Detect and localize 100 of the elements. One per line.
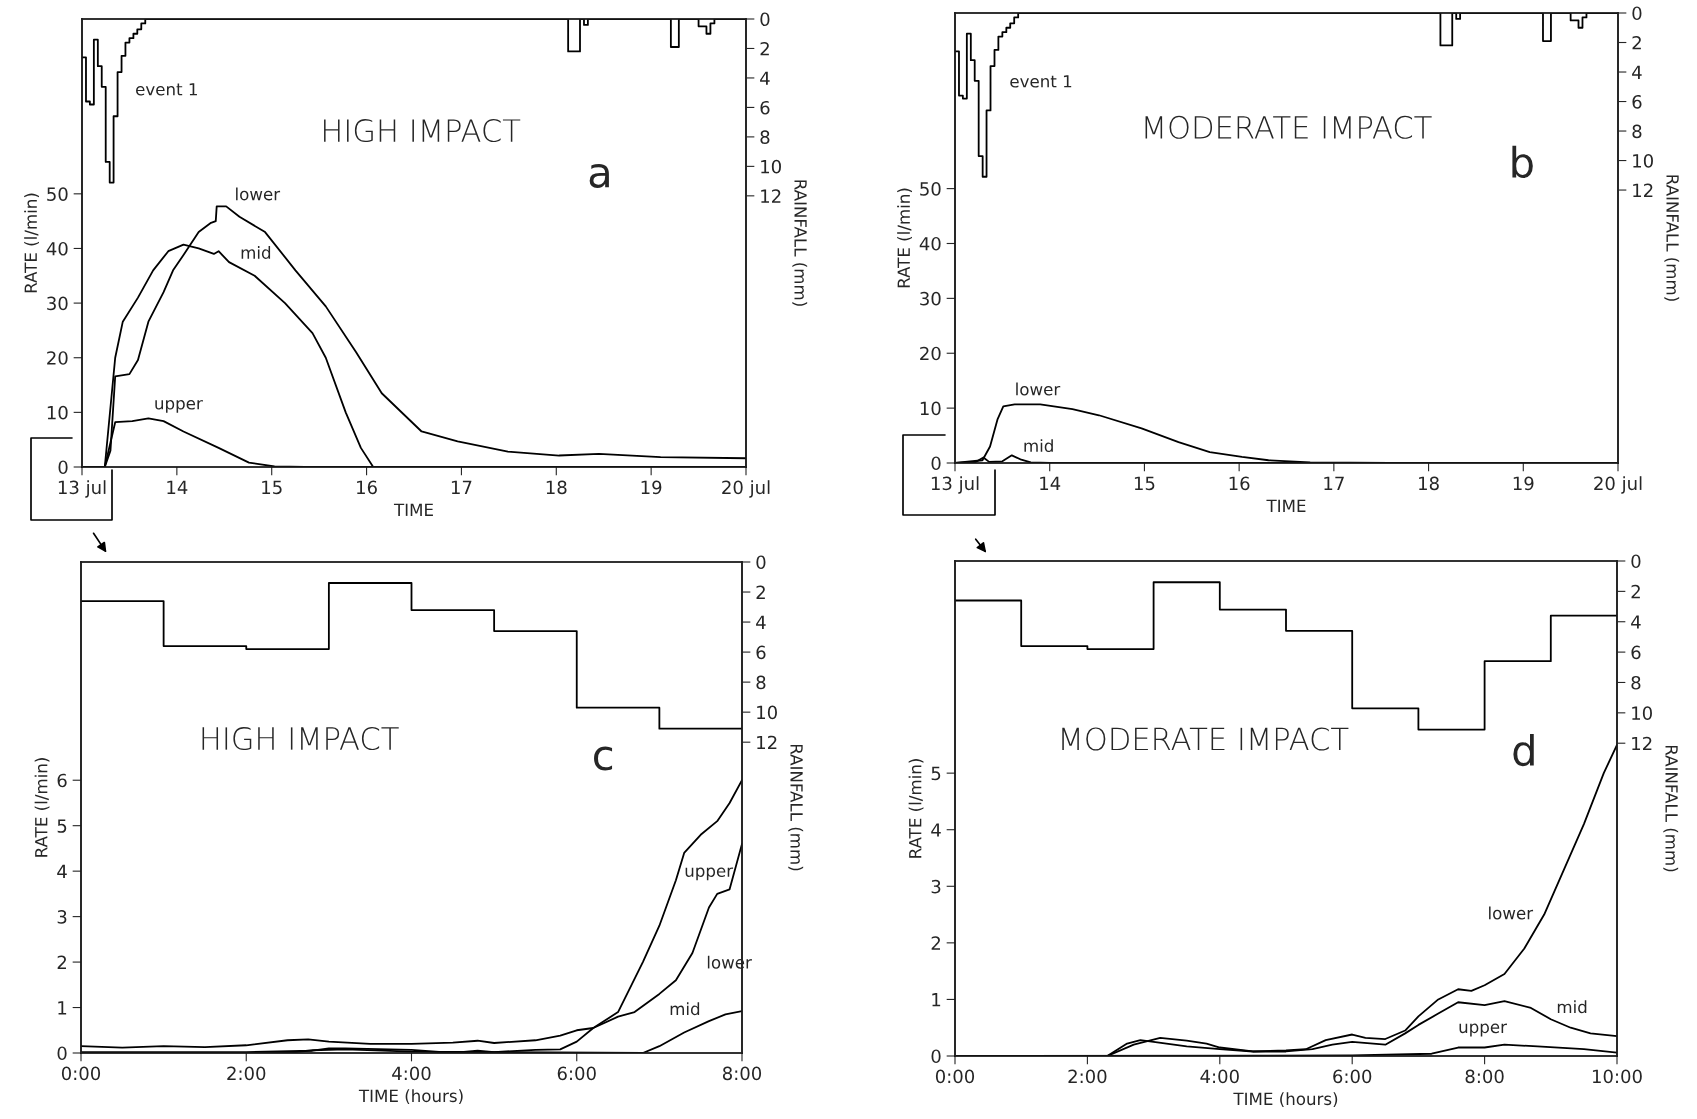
series-label: mid [1557,1000,1587,1014]
y2-tick-label: 2 [1631,584,1640,599]
text: MODERATE IMPACT [1145,115,1432,139]
y2-tick-label: 4 [1632,65,1642,79]
x-tick-label: 2:00 [1068,1069,1107,1084]
y2-tick-label: 0 [1632,6,1642,21]
y-tick-label: 40 [919,236,941,251]
y2-axis-title: RAINFALL (mm) [1663,745,1679,872]
x-axis-title: TIME [1266,499,1306,512]
series-label: mid [1024,439,1053,453]
x-tick-label: 17 [1324,476,1344,490]
y2-axis-title: RAINFALL (mm) [792,180,808,306]
y-tick-label: 0 [931,1049,941,1064]
x-tick-label: 14 [167,480,188,494]
y-tick-label: 0 [58,460,68,475]
y-tick-label: 50 [920,182,941,196]
y-tick-label: 3 [57,910,67,924]
x-tick-label: 18 [1419,476,1439,491]
y2-tick-label: 8 [760,130,770,145]
series-label: upper [1459,1023,1507,1037]
x-axis-title: TIME (hours) [358,1089,463,1105]
x-tick-label: 13 jul [58,480,106,498]
y-tick-label: 5 [57,819,67,833]
y2-tick-label: 4 [760,71,770,85]
y2-tick-label: 6 [1632,94,1642,109]
x-tick-label: 15 [262,480,282,495]
x-tick-label: 2:00 [227,1066,266,1081]
series-label: upper [685,867,734,881]
x-tick-label: 13 jul [931,476,979,494]
y-tick-label: 0 [931,456,941,471]
y-tick-label: 50 [47,187,68,201]
series-label: upper [155,400,203,413]
y2-tick-label: 12 [1632,736,1652,751]
x-axis-title: TIME [393,503,433,516]
x-tick-label: 0:00 [61,1066,101,1081]
x-tick-label: 8:00 [722,1066,762,1081]
x-tick-label: 16 [357,480,377,495]
y-tick-label: 10 [47,405,68,420]
y-tick-label: 1 [58,1001,67,1015]
text: HIGH IMPACT [202,726,399,751]
y2-tick-label: 10 [1632,706,1652,720]
y2-tick-label: 6 [760,100,770,115]
y-axis-title: RATE (l/min) [24,193,40,293]
y2-tick-label: 6 [756,645,766,660]
y-tick-label: 30 [47,296,68,311]
y2-tick-label: 8 [1632,124,1642,139]
y2-tick-label: 12 [1633,183,1653,197]
y2-tick-label: 4 [1631,615,1641,629]
y-axis-title: RATE (l/min) [897,188,913,288]
y-axis-title: RATE (l/min) [34,758,50,857]
y-tick-label: 0 [57,1046,67,1061]
y-tick-label: 30 [920,291,941,306]
y2-tick-label: 10 [761,159,781,174]
annotation: c [594,746,613,771]
x-tick-label: 14 [1040,476,1061,490]
x-tick-label: 15 [1134,476,1155,491]
y-tick-label: 5 [931,766,941,781]
annotation: event 1 [136,83,197,96]
y2-tick-label: 6 [1631,645,1641,660]
y-tick-label: 20 [920,346,941,361]
x-tick-label: 20 jul [1594,476,1642,494]
y-tick-label: 6 [57,773,67,788]
annotation: b [1512,145,1533,179]
x-tick-label: 20 jul [722,480,770,498]
series-label: lower [236,187,281,201]
x-tick-label: 6:00 [557,1066,596,1081]
y2-axis-title: RAINFALL (mm) [1664,175,1680,301]
y-tick-label: 3 [931,879,941,894]
x-tick-label: 8:00 [1465,1069,1504,1084]
y2-tick-label: 8 [756,675,766,690]
y2-tick-label: 2 [1632,35,1641,50]
y2-tick-label: 0 [760,12,770,27]
x-axis-title: TIME (hours) [1233,1092,1338,1108]
y2-tick-label: 12 [761,189,781,203]
x-tick-label: 19 [641,480,662,495]
x-tick-label: 18 [546,480,567,495]
y2-tick-label: 2 [756,585,765,599]
y-tick-label: 20 [47,351,68,365]
y2-tick-label: 12 [757,735,777,750]
y-tick-label: 10 [920,401,941,416]
x-tick-label: 4:00 [1200,1069,1239,1084]
series-label: lower [1016,382,1061,396]
y-tick-label: 4 [931,823,941,837]
x-tick-label: 16 [1229,476,1250,491]
x-tick-label: 17 [451,480,472,494]
y2-tick-label: 0 [1631,554,1641,569]
annotation: d [1513,733,1534,767]
y2-tick-label: 10 [1633,154,1653,168]
annotation: event 1 [1010,75,1072,88]
y-tick-label: 2 [931,936,940,950]
y2-tick-label: 2 [760,41,769,56]
text: HIGH IMPACT [324,118,521,143]
x-tick-label: 19 [1513,476,1534,491]
series-label: mid [241,245,271,259]
series-label: lower [1489,906,1534,920]
series-label: mid [670,1002,700,1016]
y2-tick-label: 4 [756,615,766,629]
text: MODERATE IMPACT [1062,727,1349,751]
y-tick-label: 40 [46,241,68,256]
y-axis-title: RATE (l/min) [908,759,924,858]
